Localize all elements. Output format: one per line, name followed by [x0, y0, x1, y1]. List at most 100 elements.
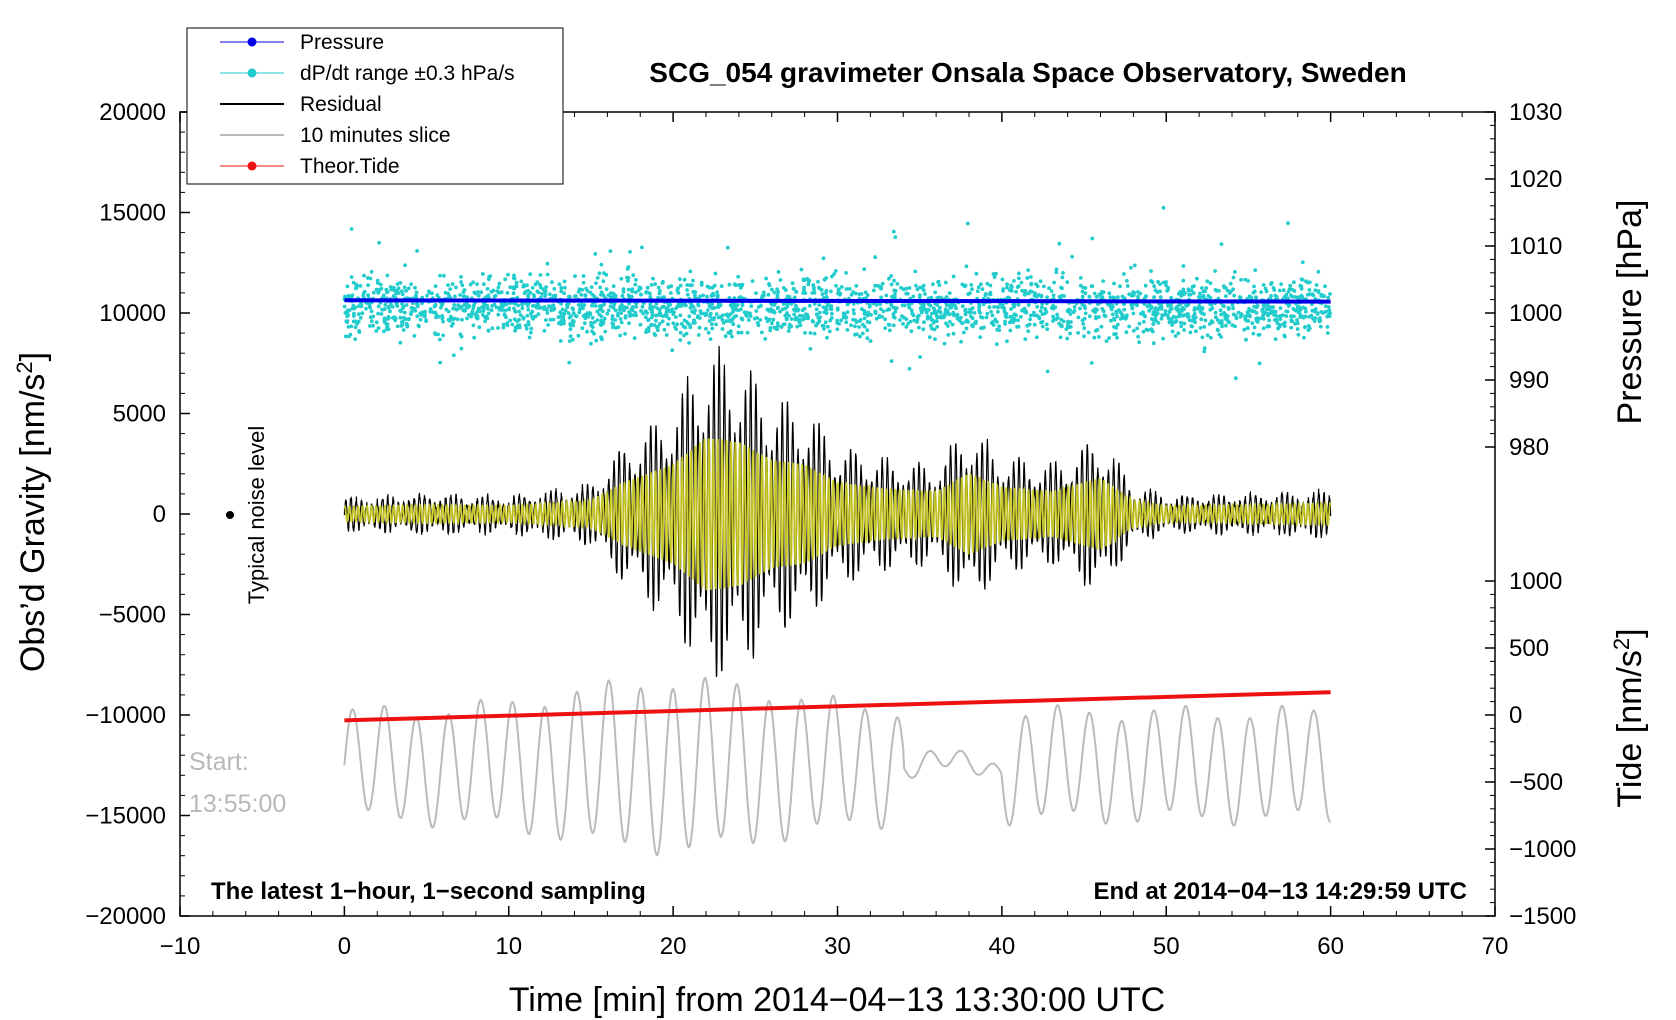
dpdt-point [601, 279, 606, 284]
dpdt-point [654, 301, 659, 306]
dpdt-point [966, 319, 971, 324]
dpdt-point [442, 273, 446, 278]
dpdt-point [1230, 302, 1235, 307]
dpdt-point [1201, 294, 1206, 298]
dpdt-point [1122, 296, 1127, 301]
dpdt-point [413, 308, 418, 313]
dpdt-point [733, 306, 738, 311]
dpdt-point [508, 318, 512, 323]
dpdt-point [1143, 283, 1148, 288]
dpdt-point [1141, 329, 1146, 334]
dpdt-point [1114, 311, 1119, 315]
dpdt-point [955, 312, 960, 317]
dpdt-point [978, 335, 983, 339]
dpdt-point [1151, 322, 1156, 326]
dpdt-point [1283, 334, 1287, 339]
dpdt-point [858, 334, 862, 339]
dpdt-point [1100, 307, 1105, 311]
dpdt-point [802, 285, 806, 290]
dpdt-point [1296, 310, 1301, 315]
dpdt-point [667, 316, 671, 321]
dpdt-point [392, 288, 397, 293]
dpdt-point [851, 290, 855, 294]
dpdt-point [712, 316, 717, 320]
dpdt-point [1131, 311, 1136, 316]
dpdt-point [648, 302, 653, 307]
dpdt-point [1261, 326, 1266, 331]
dpdt-point [851, 317, 855, 322]
dpdt-point [949, 304, 953, 309]
dpdt-point [1016, 284, 1021, 289]
dpdt-point [900, 314, 904, 319]
dpdt-point [862, 267, 867, 272]
tide-axis-title-main: Tide [nm/s [1611, 650, 1649, 807]
dpdt-point [804, 316, 809, 321]
dpdt-point [926, 308, 931, 312]
dpdt-point [932, 310, 937, 315]
dpdt-point [860, 331, 865, 336]
dpdt-point [715, 290, 719, 295]
dpdt-point [887, 276, 891, 281]
dpdt-point [1119, 316, 1124, 321]
dpdt-point [977, 308, 981, 313]
y-left-tick-label: 0 [153, 501, 166, 528]
dpdt-point [503, 308, 508, 313]
dpdt-point [424, 319, 428, 324]
dpdt-point [1029, 313, 1033, 318]
dpdt-point [506, 272, 510, 277]
dpdt-point [1118, 284, 1122, 289]
dpdt-point [589, 285, 594, 289]
dpdt-point [1277, 288, 1282, 293]
dpdt-point [1292, 280, 1296, 285]
dpdt-point [681, 324, 686, 329]
dpdt-point [376, 311, 380, 316]
dpdt-point [993, 317, 998, 322]
dpdt-point [1197, 295, 1201, 299]
dpdt-point [1296, 332, 1301, 337]
dpdt-point [1254, 318, 1259, 323]
dpdt-point [562, 312, 567, 317]
dpdt-point [616, 313, 620, 318]
dpdt-point [1247, 294, 1252, 299]
dpdt-point [423, 309, 427, 314]
dpdt-point [346, 313, 350, 318]
dpdt-point [583, 316, 588, 321]
dpdt-point [1213, 310, 1218, 315]
dpdt-point [990, 320, 995, 324]
dpdt-point [1192, 284, 1196, 288]
dpdt-point [1065, 336, 1070, 341]
dpdt-point [817, 303, 822, 307]
dpdt-point [563, 309, 568, 313]
dpdt-point [512, 317, 517, 322]
dpdt-point [1115, 335, 1119, 340]
dpdt-point [1078, 283, 1083, 288]
dpdt-point [866, 310, 871, 315]
dpdt-point [917, 295, 922, 300]
dpdt-point [526, 289, 531, 293]
dpdt-point [1205, 279, 1210, 284]
dpdt-point [951, 274, 956, 279]
dpdt-point [1016, 302, 1021, 307]
dpdt-point [1223, 312, 1227, 317]
dpdt-point [732, 314, 737, 319]
dpdt-point [1176, 331, 1181, 336]
dpdt-point [794, 315, 798, 320]
dpdt-point [361, 293, 366, 298]
dpdt-point [1208, 335, 1213, 340]
dpdt-point [652, 323, 657, 327]
dpdt-point [496, 326, 500, 330]
dpdt-point [567, 339, 572, 343]
tide-tick-label: −500 [1509, 769, 1563, 796]
dpdt-point [590, 315, 595, 320]
dpdt-point [449, 314, 453, 319]
dpdt-point [349, 227, 354, 231]
dpdt-point [531, 293, 536, 297]
dpdt-point [1040, 312, 1045, 317]
dpdt-point [669, 284, 674, 288]
dpdt-point [969, 314, 973, 319]
dpdt-point [1151, 341, 1156, 346]
dpdt-point [342, 304, 347, 309]
dpdt-point [1248, 314, 1252, 319]
dpdt-point [721, 321, 726, 325]
